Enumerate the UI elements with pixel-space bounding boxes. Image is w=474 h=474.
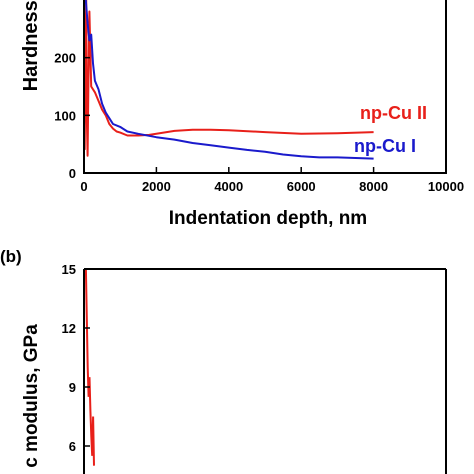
panel-a-clip-area (83, 0, 374, 160)
y-tick-label: 6 (69, 439, 76, 454)
y-tick-label: 15 (62, 262, 76, 277)
panel-b: (b) 6 9 12 15 c modulus, GPa (0, 247, 447, 474)
x-tick-label: 10000 (428, 179, 464, 194)
legend-label-np-cu-i: np-Cu I (354, 136, 416, 156)
legend-label-np-cu-ii: np-Cu II (360, 103, 427, 123)
y-tick-label: 12 (62, 321, 76, 336)
panel-a-y-ticks: 0 100 200 (54, 51, 90, 181)
x-tick-label: 8000 (359, 179, 388, 194)
series-line-np-cu-ii (83, 0, 374, 157)
panel-a-y-axis-title: Hardness, (20, 0, 42, 91)
x-tick-label: 4000 (214, 179, 243, 194)
series-line-np-cu-i (84, 0, 374, 160)
y-tick-label: 0 (69, 166, 76, 181)
panel-a-plot-frame (83, 0, 447, 174)
y-tick-label: 100 (54, 108, 76, 123)
x-tick-label: 6000 (287, 179, 316, 194)
panel-a-x-ticks: 0 2000 4000 6000 8000 10000 (80, 167, 464, 194)
panel-b-y-axis-title: c modulus, GPa (21, 324, 42, 468)
series-line-b-0 (84, 268, 95, 466)
panel-b-series-area (84, 268, 95, 466)
panel-b-y-ticks: 6 9 12 15 (62, 262, 90, 454)
panel-b-label: (b) (0, 247, 22, 266)
y-tick-label: 200 (54, 51, 76, 66)
y-tick-label: 9 (69, 380, 76, 395)
x-tick-label: 0 (80, 179, 87, 194)
panel-a-x-axis-title: Indentation depth, nm (169, 208, 367, 229)
x-tick-label: 2000 (142, 179, 171, 194)
panel-a: 0 2000 4000 6000 8000 10000 0 100 200 Indentati… (20, 0, 464, 229)
